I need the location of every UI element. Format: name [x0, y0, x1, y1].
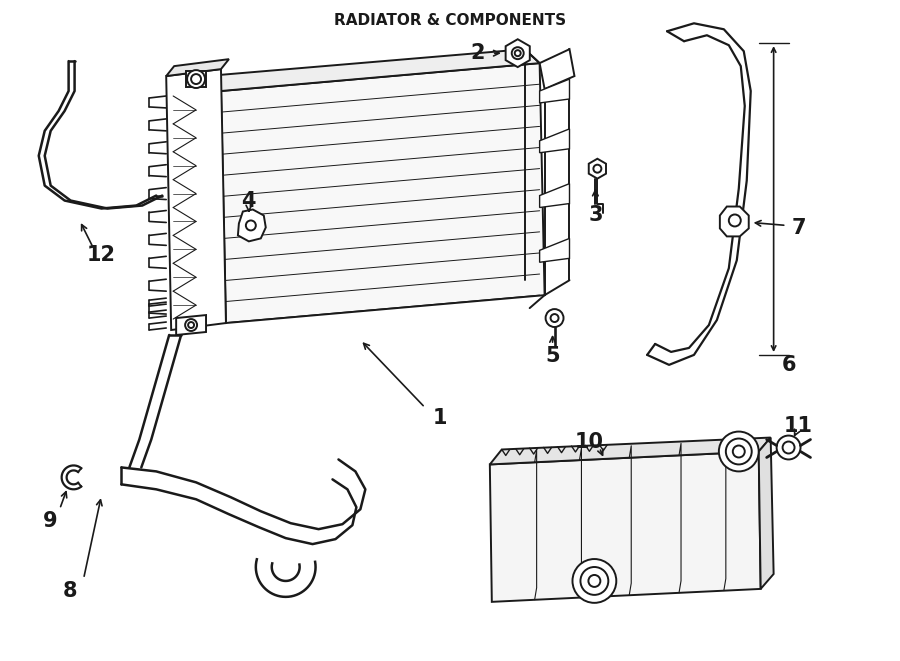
Polygon shape	[238, 210, 266, 241]
Circle shape	[191, 74, 201, 84]
Text: 8: 8	[62, 581, 77, 601]
Circle shape	[512, 47, 524, 59]
Circle shape	[545, 309, 563, 327]
Circle shape	[246, 221, 256, 231]
Text: 6: 6	[781, 355, 796, 375]
Circle shape	[192, 75, 200, 83]
Polygon shape	[166, 59, 229, 76]
Circle shape	[777, 436, 800, 459]
Circle shape	[551, 314, 559, 322]
Polygon shape	[540, 129, 570, 153]
Circle shape	[185, 319, 197, 331]
Text: 2: 2	[471, 43, 485, 63]
Polygon shape	[490, 438, 770, 465]
Polygon shape	[540, 79, 570, 103]
Circle shape	[593, 165, 601, 173]
Text: 5: 5	[545, 346, 560, 366]
Text: 1: 1	[433, 408, 447, 428]
Polygon shape	[490, 451, 760, 602]
Circle shape	[589, 575, 600, 587]
Circle shape	[729, 214, 741, 227]
Polygon shape	[540, 239, 570, 262]
Circle shape	[725, 438, 752, 465]
Text: 4: 4	[241, 190, 256, 211]
Text: 12: 12	[87, 245, 116, 265]
Circle shape	[719, 432, 759, 471]
Polygon shape	[759, 438, 774, 589]
Text: 10: 10	[575, 432, 604, 451]
Circle shape	[733, 446, 745, 457]
Polygon shape	[166, 69, 226, 330]
Polygon shape	[506, 39, 530, 67]
Polygon shape	[176, 315, 206, 335]
Polygon shape	[589, 159, 606, 178]
Circle shape	[515, 50, 521, 56]
Circle shape	[783, 442, 795, 453]
Text: 9: 9	[42, 511, 57, 531]
Polygon shape	[540, 184, 570, 208]
Text: 7: 7	[791, 218, 806, 239]
Circle shape	[580, 567, 608, 595]
Text: RADIATOR & COMPONENTS: RADIATOR & COMPONENTS	[334, 13, 566, 28]
Polygon shape	[186, 71, 206, 87]
Text: 11: 11	[784, 416, 813, 436]
Circle shape	[187, 70, 205, 88]
Polygon shape	[540, 49, 574, 89]
Polygon shape	[206, 49, 540, 91]
Polygon shape	[720, 206, 749, 237]
Circle shape	[572, 559, 616, 603]
Circle shape	[188, 322, 194, 328]
Polygon shape	[221, 63, 544, 323]
Text: 3: 3	[588, 206, 603, 225]
